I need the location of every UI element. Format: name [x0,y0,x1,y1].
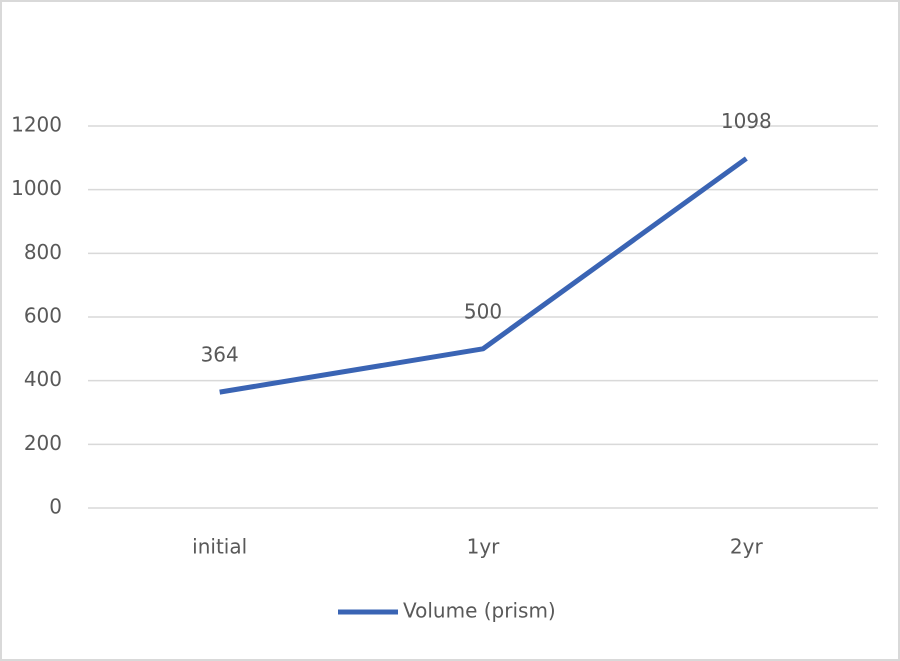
y-tick-label: 1200 [11,113,62,137]
data-label: 1098 [721,109,772,133]
y-tick-label: 800 [24,240,62,264]
y-tick-label: 1000 [11,176,62,200]
x-tick-label: initial [192,535,247,559]
y-tick-label: 200 [24,431,62,455]
legend-label: Volume (prism) [403,599,556,623]
y-tick-label: 0 [49,495,62,519]
data-line [219,156,748,395]
y-tick-label: 400 [24,367,62,391]
data-label: 500 [464,299,502,323]
data-label: 364 [201,343,239,367]
x-tick-label: 2yr [730,535,764,559]
x-tick-label: 1yr [467,535,501,559]
y-tick-label: 600 [24,304,62,328]
